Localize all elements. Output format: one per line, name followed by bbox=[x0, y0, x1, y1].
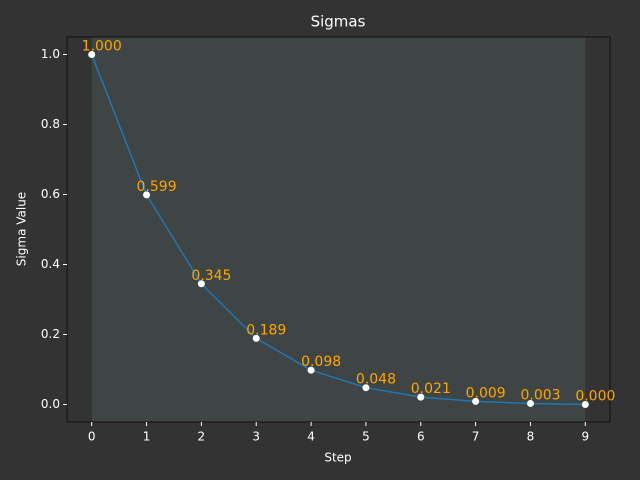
point bbox=[417, 393, 425, 401]
x-tick-label: 0 bbox=[88, 430, 96, 444]
y-tick-label: 0.0 bbox=[41, 397, 60, 411]
y-tick-label: 0.8 bbox=[41, 117, 60, 131]
point bbox=[197, 280, 205, 288]
point bbox=[581, 401, 589, 408]
value-label: 1.000 bbox=[82, 39, 122, 55]
point bbox=[143, 191, 151, 199]
point bbox=[252, 334, 260, 342]
x-tick-label: 3 bbox=[252, 430, 260, 444]
x-tick-label: 5 bbox=[362, 430, 370, 444]
value-label: 0.009 bbox=[466, 385, 506, 401]
value-label: 0.345 bbox=[191, 268, 231, 284]
y-tick-label: 0.4 bbox=[41, 257, 60, 271]
point bbox=[362, 384, 370, 392]
value-label: 0.048 bbox=[356, 372, 396, 388]
x-tick-label: 8 bbox=[527, 430, 535, 444]
x-tick-label: 4 bbox=[307, 430, 315, 444]
chart-title: Sigmas bbox=[311, 13, 366, 31]
y-axis-label: Sigma Value bbox=[15, 192, 29, 266]
x-tick-label: 6 bbox=[417, 430, 425, 444]
value-label: 0.021 bbox=[411, 381, 451, 397]
value-label: 0.098 bbox=[301, 354, 341, 370]
point bbox=[472, 397, 480, 405]
value-label: 0.599 bbox=[137, 179, 177, 195]
point bbox=[307, 366, 315, 374]
y-tick-label: 0.2 bbox=[41, 327, 60, 341]
x-tick-label: 1 bbox=[143, 430, 151, 444]
value-label: 0.189 bbox=[246, 322, 286, 338]
x-tick-label: 7 bbox=[472, 430, 480, 444]
point bbox=[526, 399, 534, 407]
y-tick-label: 1.0 bbox=[41, 47, 60, 61]
data-span bbox=[91, 37, 586, 422]
line bbox=[90, 54, 586, 406]
x-axis-label: Step bbox=[324, 451, 351, 465]
x-tick-label: 9 bbox=[581, 430, 589, 444]
value-label: 0.000 bbox=[575, 389, 615, 405]
point bbox=[88, 51, 96, 58]
x-tick-label: 2 bbox=[198, 430, 206, 444]
plot-frame bbox=[66, 36, 611, 423]
value-label: 0.003 bbox=[520, 387, 560, 403]
y-tick-label: 0.6 bbox=[41, 187, 60, 201]
